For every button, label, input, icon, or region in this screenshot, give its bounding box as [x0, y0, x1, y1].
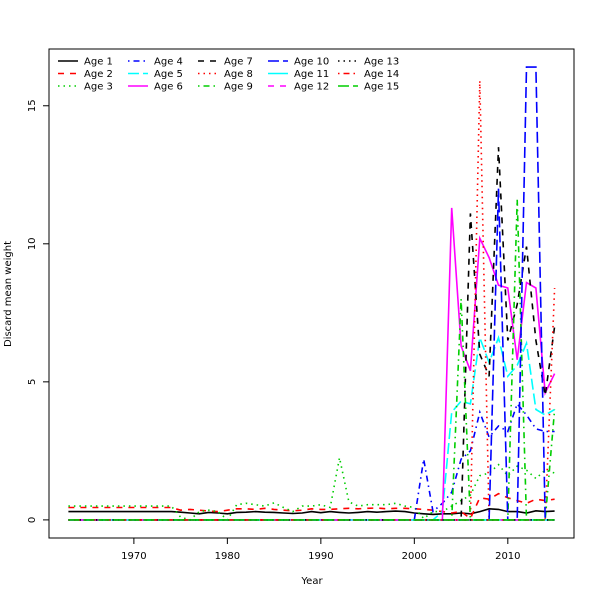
- legend-item: Age 1: [58, 57, 113, 68]
- legend-label: Age 10: [294, 57, 329, 68]
- legend-item: Age 12: [268, 82, 329, 93]
- x-tick-label: 2010: [495, 551, 520, 562]
- legend-label: Age 5: [154, 69, 183, 80]
- series-line-age-4: [68, 402, 555, 521]
- series-layer: [68, 66, 556, 522]
- y-tick-label: 5: [27, 379, 38, 385]
- series-line-age-2: [68, 492, 555, 520]
- series-line-age-5: [68, 334, 556, 521]
- legend-item: Age 6: [128, 82, 183, 93]
- series-line-age-10: [68, 66, 555, 521]
- legend-item: Age 10: [268, 57, 329, 68]
- legend-label: Age 3: [84, 82, 113, 93]
- legend-label: Age 9: [224, 82, 253, 93]
- axes: 1970 1980 1990 2000 2010 0 5 10 15: [27, 99, 521, 562]
- legend-item: Age 3: [58, 82, 113, 93]
- series-line-age-1: [68, 507, 555, 516]
- legend-item: Age 14: [338, 69, 399, 80]
- y-tick-label: 15: [27, 99, 38, 112]
- x-tick-label: 2000: [402, 551, 427, 562]
- legend-label: Age 15: [364, 82, 399, 93]
- legend-label: Age 6: [154, 82, 183, 93]
- legend-label: Age 2: [84, 69, 113, 80]
- legend-item: Age 13: [338, 57, 399, 68]
- legend-label: Age 11: [294, 69, 329, 80]
- y-tick-label: 0: [27, 517, 38, 523]
- legend-item: Age 9: [198, 82, 253, 93]
- legend-label: Age 14: [364, 69, 399, 80]
- x-tick-label: 1970: [121, 551, 146, 562]
- legend-item: Age 15: [338, 82, 399, 93]
- legend-item: Age 5: [128, 69, 183, 80]
- legend-item: Age 4: [128, 57, 183, 68]
- legend-label: Age 1: [84, 57, 113, 68]
- legend-label: Age 12: [294, 82, 329, 93]
- series-line-age-6: [68, 207, 556, 521]
- y-axis-label: Discard mean weight: [3, 241, 14, 347]
- x-axis-label: Year: [300, 576, 323, 587]
- legend-item: Age 8: [198, 69, 253, 80]
- y-tick-label: 10: [27, 237, 38, 250]
- series-line-age-8: [68, 80, 556, 521]
- series-line-age-9: [68, 199, 556, 521]
- x-tick-label: 1980: [215, 551, 240, 562]
- legend-item: Age 7: [198, 57, 253, 68]
- legend-item: Age 2: [58, 69, 113, 80]
- legend-label: Age 4: [154, 57, 183, 68]
- legend-label: Age 8: [224, 69, 253, 80]
- x-tick-label: 1990: [308, 551, 333, 562]
- legend-label: Age 13: [364, 57, 399, 68]
- legend-label: Age 7: [224, 57, 253, 68]
- legend-item: Age 11: [268, 69, 329, 80]
